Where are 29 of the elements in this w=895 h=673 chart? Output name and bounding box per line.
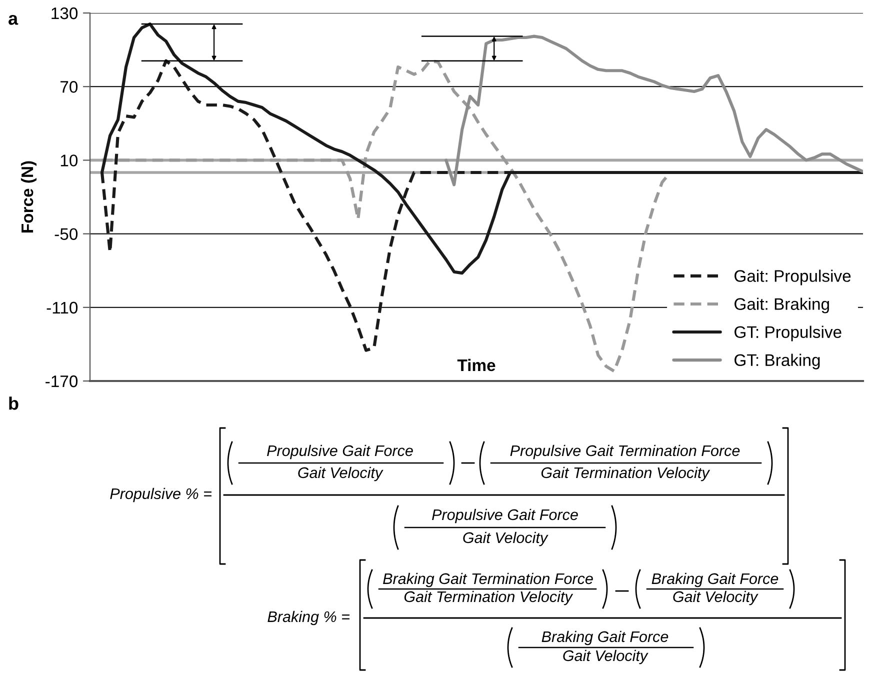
y-tick-label: 70 xyxy=(60,81,78,93)
text: Gait Velocity xyxy=(298,466,384,482)
text: Braking Gait Force xyxy=(542,630,668,646)
legend-label: Gait: Braking xyxy=(734,298,829,314)
y-tick-label: -170 xyxy=(46,375,78,388)
x-axis-title: Time xyxy=(457,358,496,372)
text: Braking Gait Force xyxy=(652,572,778,588)
text: b xyxy=(9,396,18,410)
chart-title: a xyxy=(8,14,18,25)
line-series xyxy=(444,34,863,186)
y-tick-label: 10 xyxy=(60,154,78,166)
text: Gait Velocity xyxy=(563,650,648,664)
text: Propulsive % = xyxy=(110,488,212,502)
text: Braking % = xyxy=(268,610,350,626)
text: Gait Termination Velocity xyxy=(404,590,574,606)
text: Propulsive Gait Force xyxy=(432,508,578,524)
y-tick-label: -50 xyxy=(54,228,78,240)
y-tick-label: 130 xyxy=(52,7,78,20)
text: Gait Velocity xyxy=(673,590,758,606)
text: Braking Gait Termination Force xyxy=(383,572,593,588)
y-tick-label: -110 xyxy=(46,302,78,314)
text: Propulsive Gait Force xyxy=(267,444,413,460)
y-axis-title: Force (N) xyxy=(20,161,37,232)
text: Propulsive Gait Termination Force xyxy=(510,444,740,460)
legend-label: GT: Braking xyxy=(734,354,820,370)
text: Gait Velocity xyxy=(463,532,548,546)
text: Gait Termination Velocity xyxy=(541,466,710,482)
legend-label: GT: Propulsive xyxy=(734,326,842,342)
legend-label: Gait: Propulsive xyxy=(734,270,851,286)
